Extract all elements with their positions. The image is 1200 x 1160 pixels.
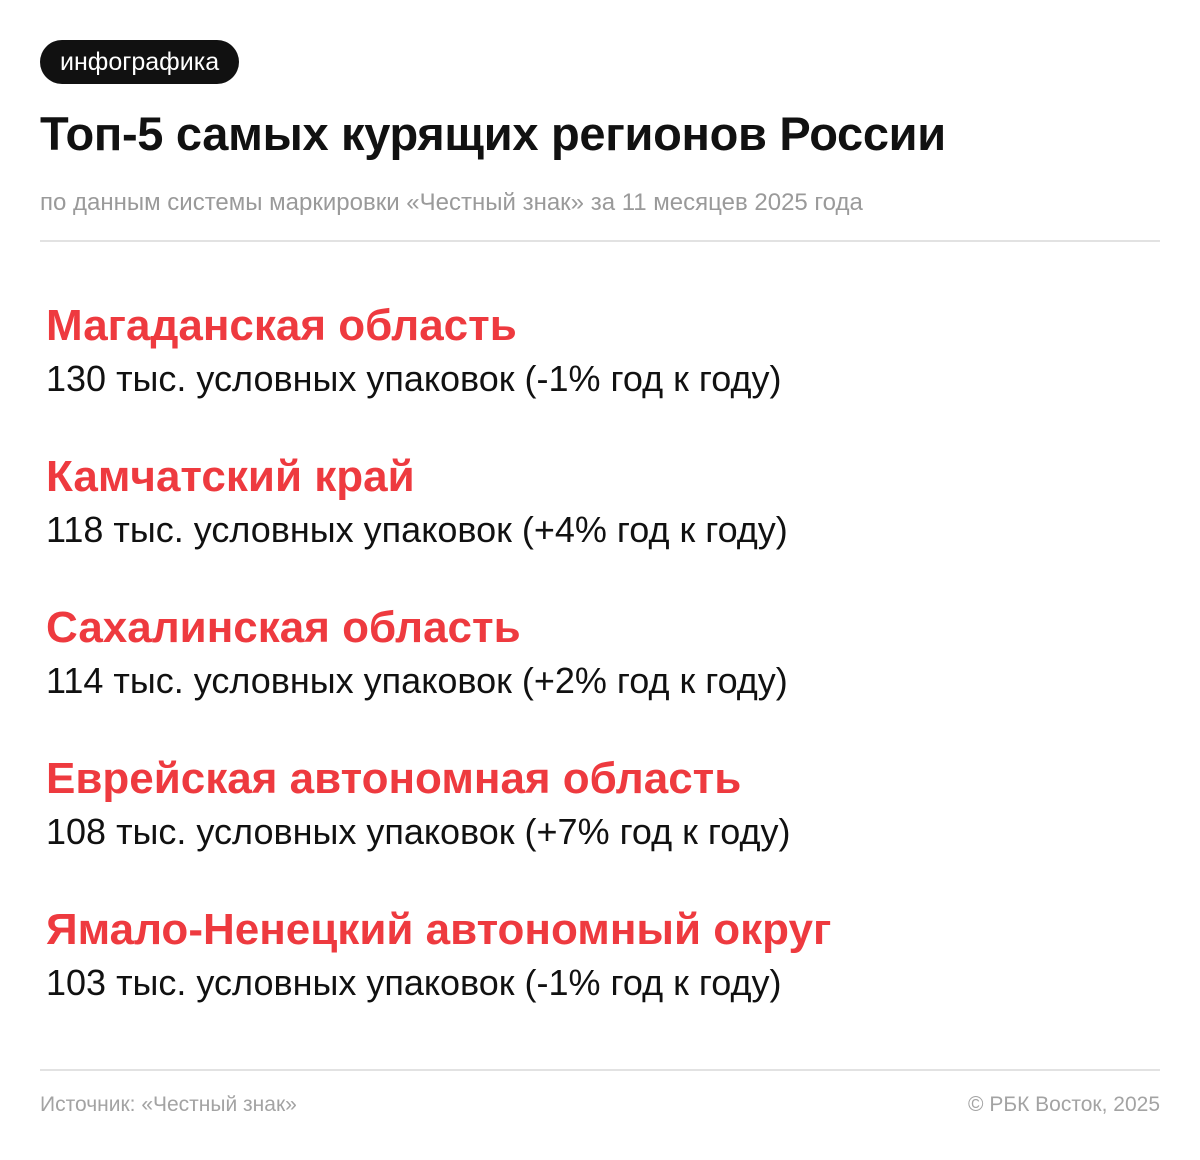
region-name: Сахалинская область bbox=[46, 603, 521, 652]
source-note: Источник: «Честный знак» bbox=[40, 1093, 297, 1116]
region-item: Камчатский край 118 тыс. условных упаков… bbox=[46, 447, 1156, 598]
region-name: Камчатский край bbox=[46, 452, 415, 501]
region-item: Сахалинская область 114 тыс. условных уп… bbox=[46, 598, 1156, 749]
page-title: Топ-5 самых курящих регионов России bbox=[40, 107, 946, 160]
region-value: 108 тыс. условных упаковок (+7% год к го… bbox=[46, 811, 791, 852]
region-value: 103 тыс. условных упаковок (-1% год к го… bbox=[46, 962, 782, 1003]
category-tag: инфографика bbox=[40, 40, 240, 84]
region-item: Магаданская область 130 тыс. условных уп… bbox=[46, 296, 1156, 447]
regions-list: Магаданская область 130 тыс. условных уп… bbox=[46, 296, 1156, 1051]
region-name: Ямало-Ненецкий автономный округ bbox=[46, 905, 832, 954]
page-subtitle: по данным системы маркировки «Честный зн… bbox=[40, 189, 863, 216]
top-divider bbox=[40, 240, 1160, 242]
region-value: 118 тыс. условных упаковок (+4% год к го… bbox=[46, 509, 788, 550]
region-value: 130 тыс. условных упаковок (-1% год к го… bbox=[46, 358, 782, 399]
region-item: Еврейская автономная область 108 тыс. ус… bbox=[46, 749, 1156, 900]
region-name: Магаданская область bbox=[46, 301, 517, 350]
region-item: Ямало-Ненецкий автономный округ 103 тыс.… bbox=[46, 900, 1156, 1051]
region-value: 114 тыс. условных упаковок (+2% год к го… bbox=[46, 660, 788, 701]
bottom-divider bbox=[40, 1069, 1160, 1071]
region-name: Еврейская автономная область bbox=[46, 754, 742, 803]
copyright-note: © РБК Восток, 2025 bbox=[968, 1093, 1160, 1116]
